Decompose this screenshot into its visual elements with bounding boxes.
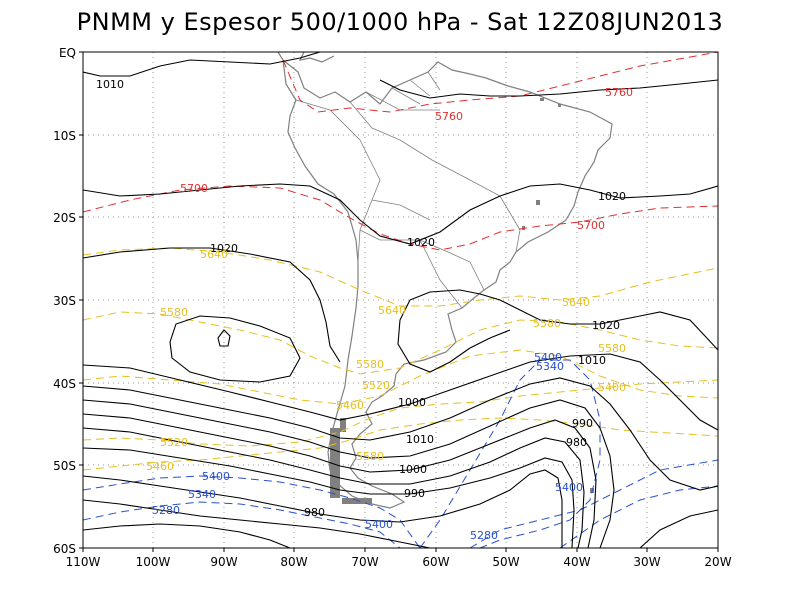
pressure-label: 980	[566, 436, 587, 449]
thickness-label-blue: 5280	[470, 529, 498, 542]
lon-tick-label: 80W	[280, 555, 307, 569]
lat-tick-label: 40S	[53, 377, 76, 391]
thickness-label-red: 5760	[605, 86, 633, 99]
thickness-label-blue: 5280	[152, 504, 180, 517]
pressure-label: 990	[404, 487, 425, 500]
lat-tick-label: EQ	[59, 46, 76, 60]
pressure-label: 1020	[407, 236, 435, 249]
lon-tick-label: 30W	[633, 555, 660, 569]
pressure-label: 1010	[406, 433, 434, 446]
thickness-label-blue: 5340	[188, 488, 216, 501]
thickness-contours-blue	[83, 359, 718, 548]
thickness-label-yellow: 5580	[356, 358, 384, 371]
lon-tick-label: 70W	[351, 555, 378, 569]
thickness-label-yellow: 5400	[598, 381, 626, 394]
lat-tick-label: 50S	[53, 459, 76, 473]
pressure-label: 1020	[210, 242, 238, 255]
thickness-label-yellow: 5640	[378, 304, 406, 317]
lon-tick-label: 50W	[492, 555, 519, 569]
pressure-label: 980	[304, 506, 325, 519]
thickness-label-yellow: 5580	[598, 342, 626, 355]
lon-tick-label: 110W	[66, 555, 101, 569]
lon-tick-label: 60W	[422, 555, 449, 569]
lon-tick-label: 40W	[563, 555, 590, 569]
thickness-label-blue: 5400	[555, 481, 583, 494]
thickness-labels-red: 5760 5760 5700 5700	[180, 86, 633, 232]
pressure-label: 1000	[399, 463, 427, 476]
pressure-label: 1020	[592, 319, 620, 332]
pressure-labels: 1010 1020 1020 1020 1020 1010 1000 1010 …	[96, 78, 626, 519]
thickness-label-yellow: 5640	[562, 296, 590, 309]
pressure-label: 1010	[578, 354, 606, 367]
thickness-contours-red	[83, 52, 718, 251]
pressure-label: 1000	[398, 396, 426, 409]
thickness-label-blue: 5400	[365, 518, 393, 531]
pressure-label: 1020	[598, 190, 626, 203]
thickness-label-yellow: 5460	[336, 399, 364, 412]
lat-tick-label: 20S	[53, 211, 76, 225]
thickness-label-red: 5760	[435, 110, 463, 123]
thickness-label-yellow: 5460	[146, 460, 174, 473]
thickness-label-yellow: 5580	[533, 317, 561, 330]
map-title: PNMM y Espesor 500/1000 hPa - Sat 12Z08J…	[76, 8, 724, 36]
pressure-label: 990	[572, 417, 593, 430]
longitude-labels: 110W 100W 90W 80W 70W 60W 50W 40W 30W 20…	[66, 555, 732, 569]
thickness-labels-blue: 5400 5340 5400 5400 5280 5400 5340 5280	[152, 351, 583, 542]
latitude-labels: EQ 10S 20S 30S 40S 50S 60S	[53, 46, 76, 556]
thickness-labels-yellow: 5640 5580 5640 5640 5580 5580 5520 5460 …	[146, 248, 626, 473]
lon-tick-label: 20W	[704, 555, 731, 569]
thickness-label-yellow: 5580	[356, 450, 384, 463]
lat-tick-label: 30S	[53, 294, 76, 308]
thickness-label-blue: 5400	[202, 470, 230, 483]
thickness-label-red: 5700	[180, 182, 208, 195]
country-borders	[295, 71, 521, 309]
south-america-coastline	[282, 59, 613, 509]
thickness-label-yellow: 5520	[362, 379, 390, 392]
thickness-label-yellow: 5640	[200, 248, 228, 261]
pressure-label: 1010	[96, 78, 124, 91]
thickness-label-blue: 5340	[536, 360, 564, 373]
tick-marks	[79, 51, 719, 552]
thickness-label-blue: 5400	[534, 351, 562, 364]
thickness-label-yellow: 5580	[160, 306, 188, 319]
lon-tick-label: 90W	[210, 555, 237, 569]
thickness-label-red: 5700	[577, 219, 605, 232]
lon-tick-label: 100W	[136, 555, 171, 569]
lat-tick-label: 60S	[53, 542, 76, 556]
lat-tick-label: 10S	[53, 129, 76, 143]
thickness-label-yellow: 5520	[160, 436, 188, 449]
pressure-contours	[83, 52, 718, 548]
grid-lines	[83, 52, 718, 548]
